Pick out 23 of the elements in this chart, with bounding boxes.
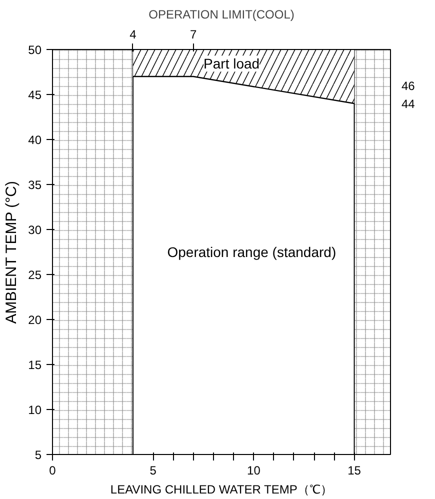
y-tick-label: 15 [28, 358, 42, 372]
y2-tick-label: 44 [402, 97, 416, 111]
x-tick-label: 15 [348, 464, 362, 478]
y-tick-label: 25 [28, 268, 42, 282]
chart-title: OPERATION LIMIT(COOL) [148, 8, 294, 22]
y-tick-label: 40 [28, 133, 42, 147]
x2-tick-label: 4 [130, 28, 137, 42]
x2-tick-label: 7 [190, 28, 197, 42]
y-tick-label: 35 [28, 178, 42, 192]
x-tick-label: 0 [49, 464, 56, 478]
y-tick-label: 30 [28, 223, 42, 237]
annotation: Operation range (standard) [167, 244, 336, 260]
y-tick-label: 20 [28, 313, 42, 327]
y-axis-title: AMBIENT TEMP (°C) [3, 181, 20, 324]
y-tick-label: 45 [28, 88, 42, 102]
y-tick-label: 5 [34, 448, 42, 462]
y-tick-label: 50 [28, 43, 42, 57]
y-tick-label: 10 [28, 403, 42, 417]
x-tick-label: 5 [150, 464, 157, 478]
x-axis-title: LEAVING CHILLED WATER TEMP（℃） [110, 482, 332, 496]
y2-tick-label: 46 [402, 79, 416, 93]
annotation: Part load [204, 56, 260, 72]
x-tick-label: 10 [247, 464, 261, 478]
